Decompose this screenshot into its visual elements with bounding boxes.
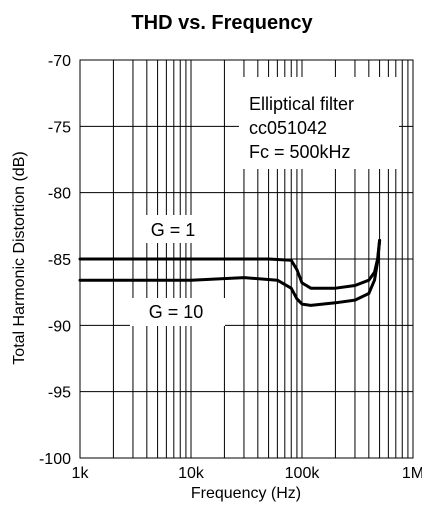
- x-axis-label: Frequency (Hz): [191, 485, 301, 502]
- y-tick-label: -80: [48, 186, 71, 203]
- series-label-g10-text: G = 10: [149, 302, 204, 322]
- series-label-g1-text: G = 1: [151, 220, 196, 240]
- y-tick-label: -100: [39, 451, 71, 468]
- annotation-line-3: Fc = 500kHz: [249, 142, 351, 162]
- y-tick-label: -90: [48, 318, 71, 335]
- y-axis-label: Total Harmonic Distortion (dB): [11, 151, 28, 364]
- annotation-line-2: cc051042: [249, 118, 327, 138]
- annotation-background: [239, 77, 399, 169]
- annotation-line-1: Elliptical filter: [249, 94, 354, 114]
- series-label-g1: G = 1: [138, 215, 208, 243]
- x-tick-label: 10k: [178, 465, 205, 482]
- series-label-g1-background: [138, 215, 208, 243]
- y-tick-label: -70: [48, 53, 71, 70]
- x-tick-label: 1M: [402, 465, 422, 482]
- x-tick-label: 100k: [285, 465, 321, 482]
- y-tick-label: -75: [48, 119, 71, 136]
- y-tick-label: -95: [48, 385, 71, 402]
- annotation-box: Elliptical filter cc051042 Fc = 500kHz: [239, 77, 399, 169]
- chart-title: THD vs. Frequency: [131, 12, 313, 34]
- y-tick-label: -85: [48, 252, 71, 269]
- series-label-g10-background: [130, 298, 225, 326]
- series-label-g10: G = 10: [130, 298, 225, 326]
- series-lines: [78, 238, 382, 307]
- series-line-g10: [78, 238, 382, 307]
- x-tick-label: 1k: [72, 465, 90, 482]
